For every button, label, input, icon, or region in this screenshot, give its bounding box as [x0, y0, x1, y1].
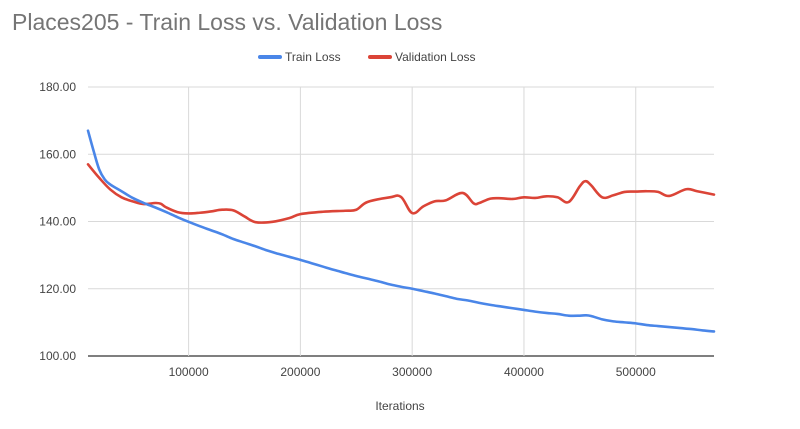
x-tick-label: 500000: [616, 365, 656, 379]
x-tick-label: 200000: [280, 365, 320, 379]
legend-label-validation-loss: Validation Loss: [395, 50, 476, 64]
x-tick-label: 400000: [504, 365, 544, 379]
y-axis-ticks: 100.00 120.00 140.00 160.00 180.00: [39, 80, 76, 363]
y-tick-label: 180.00: [39, 80, 76, 94]
y-tick-label: 120.00: [39, 282, 76, 296]
chart-title: Places205 - Train Loss vs. Validation Lo…: [12, 9, 442, 35]
y-tick-label: 100.00: [39, 349, 76, 363]
legend: Train Loss Validation Loss: [258, 50, 476, 64]
validation-loss-line: [86, 163, 716, 224]
series-layer: [86, 129, 716, 333]
x-axis-title: Iterations: [375, 399, 424, 413]
x-tick-label: 300000: [392, 365, 432, 379]
y-tick-label: 140.00: [39, 215, 76, 229]
train-loss-line: [86, 129, 716, 333]
x-axis-ticks: 100000 200000 300000 400000 500000: [169, 365, 657, 379]
y-tick-label: 160.00: [39, 147, 76, 161]
x-tick-label: 100000: [169, 365, 209, 379]
legend-label-train-loss: Train Loss: [285, 50, 341, 64]
